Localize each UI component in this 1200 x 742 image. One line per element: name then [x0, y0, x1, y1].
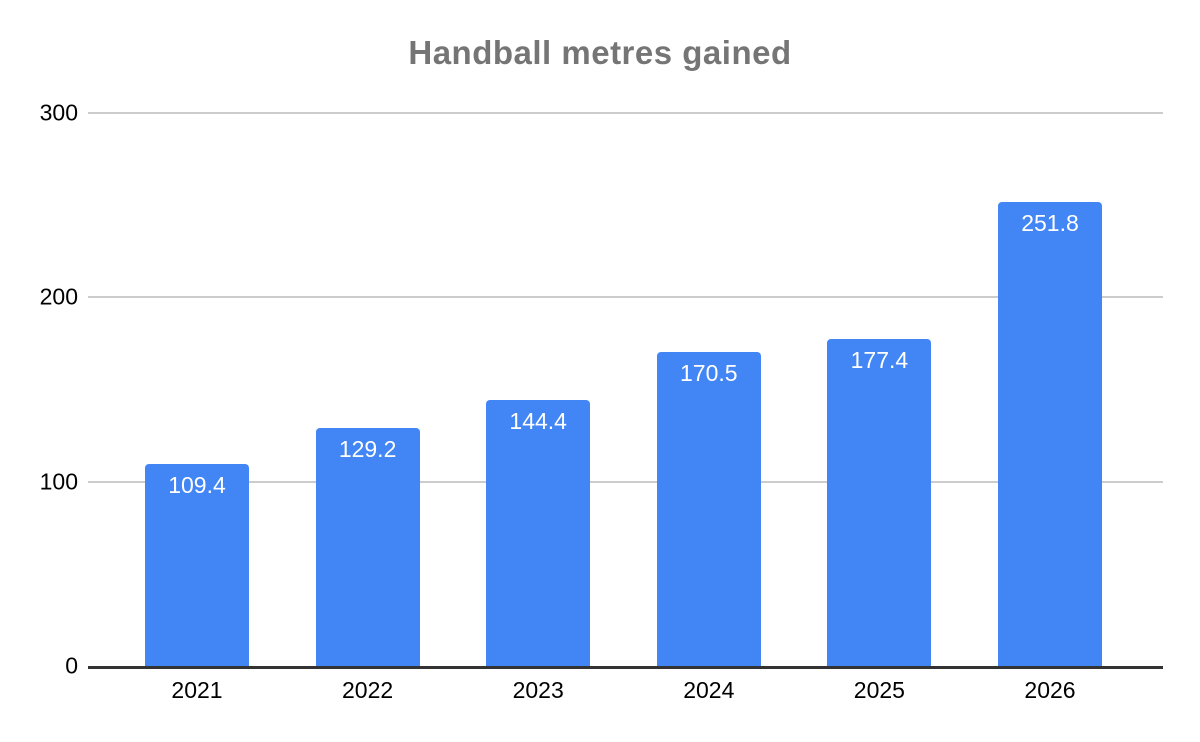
bar-value-label: 251.8 — [1021, 209, 1079, 236]
bar: 170.5 — [656, 351, 761, 666]
bar: 177.4 — [827, 339, 932, 666]
bar: 129.2 — [315, 427, 420, 666]
plot-area: 109.4 129.2 144.4 170.5 177.4 251.8 — [88, 112, 1163, 669]
bar-value-label: 170.5 — [680, 359, 738, 386]
x-tick-label: 2024 — [683, 677, 735, 703]
x-tick-label: 2026 — [1024, 677, 1076, 703]
bar-value-label: 144.4 — [509, 407, 567, 434]
gridline — [88, 112, 1163, 114]
bar-value-label: 177.4 — [850, 347, 909, 373]
x-tick-label: 2022 — [342, 677, 394, 703]
bar: 144.4 — [486, 399, 591, 666]
gridline — [88, 296, 1163, 299]
bar: 251.8 — [998, 201, 1102, 666]
y-tick-label: 300 — [39, 99, 78, 126]
chart-title: Handball metres gained — [408, 34, 792, 71]
bar-value-label: 129.2 — [338, 435, 397, 462]
x-tick-label: 2021 — [171, 677, 223, 703]
gridline — [88, 480, 1163, 483]
y-tick-label: 0 — [65, 652, 78, 679]
bar-value-label: 109.4 — [168, 472, 226, 499]
y-tick-label: 100 — [39, 468, 78, 495]
bar: 109.4 — [145, 464, 249, 666]
x-tick-label: 2025 — [853, 677, 905, 703]
y-tick-label: 200 — [39, 283, 78, 310]
x-tick-label: 2023 — [512, 677, 564, 703]
